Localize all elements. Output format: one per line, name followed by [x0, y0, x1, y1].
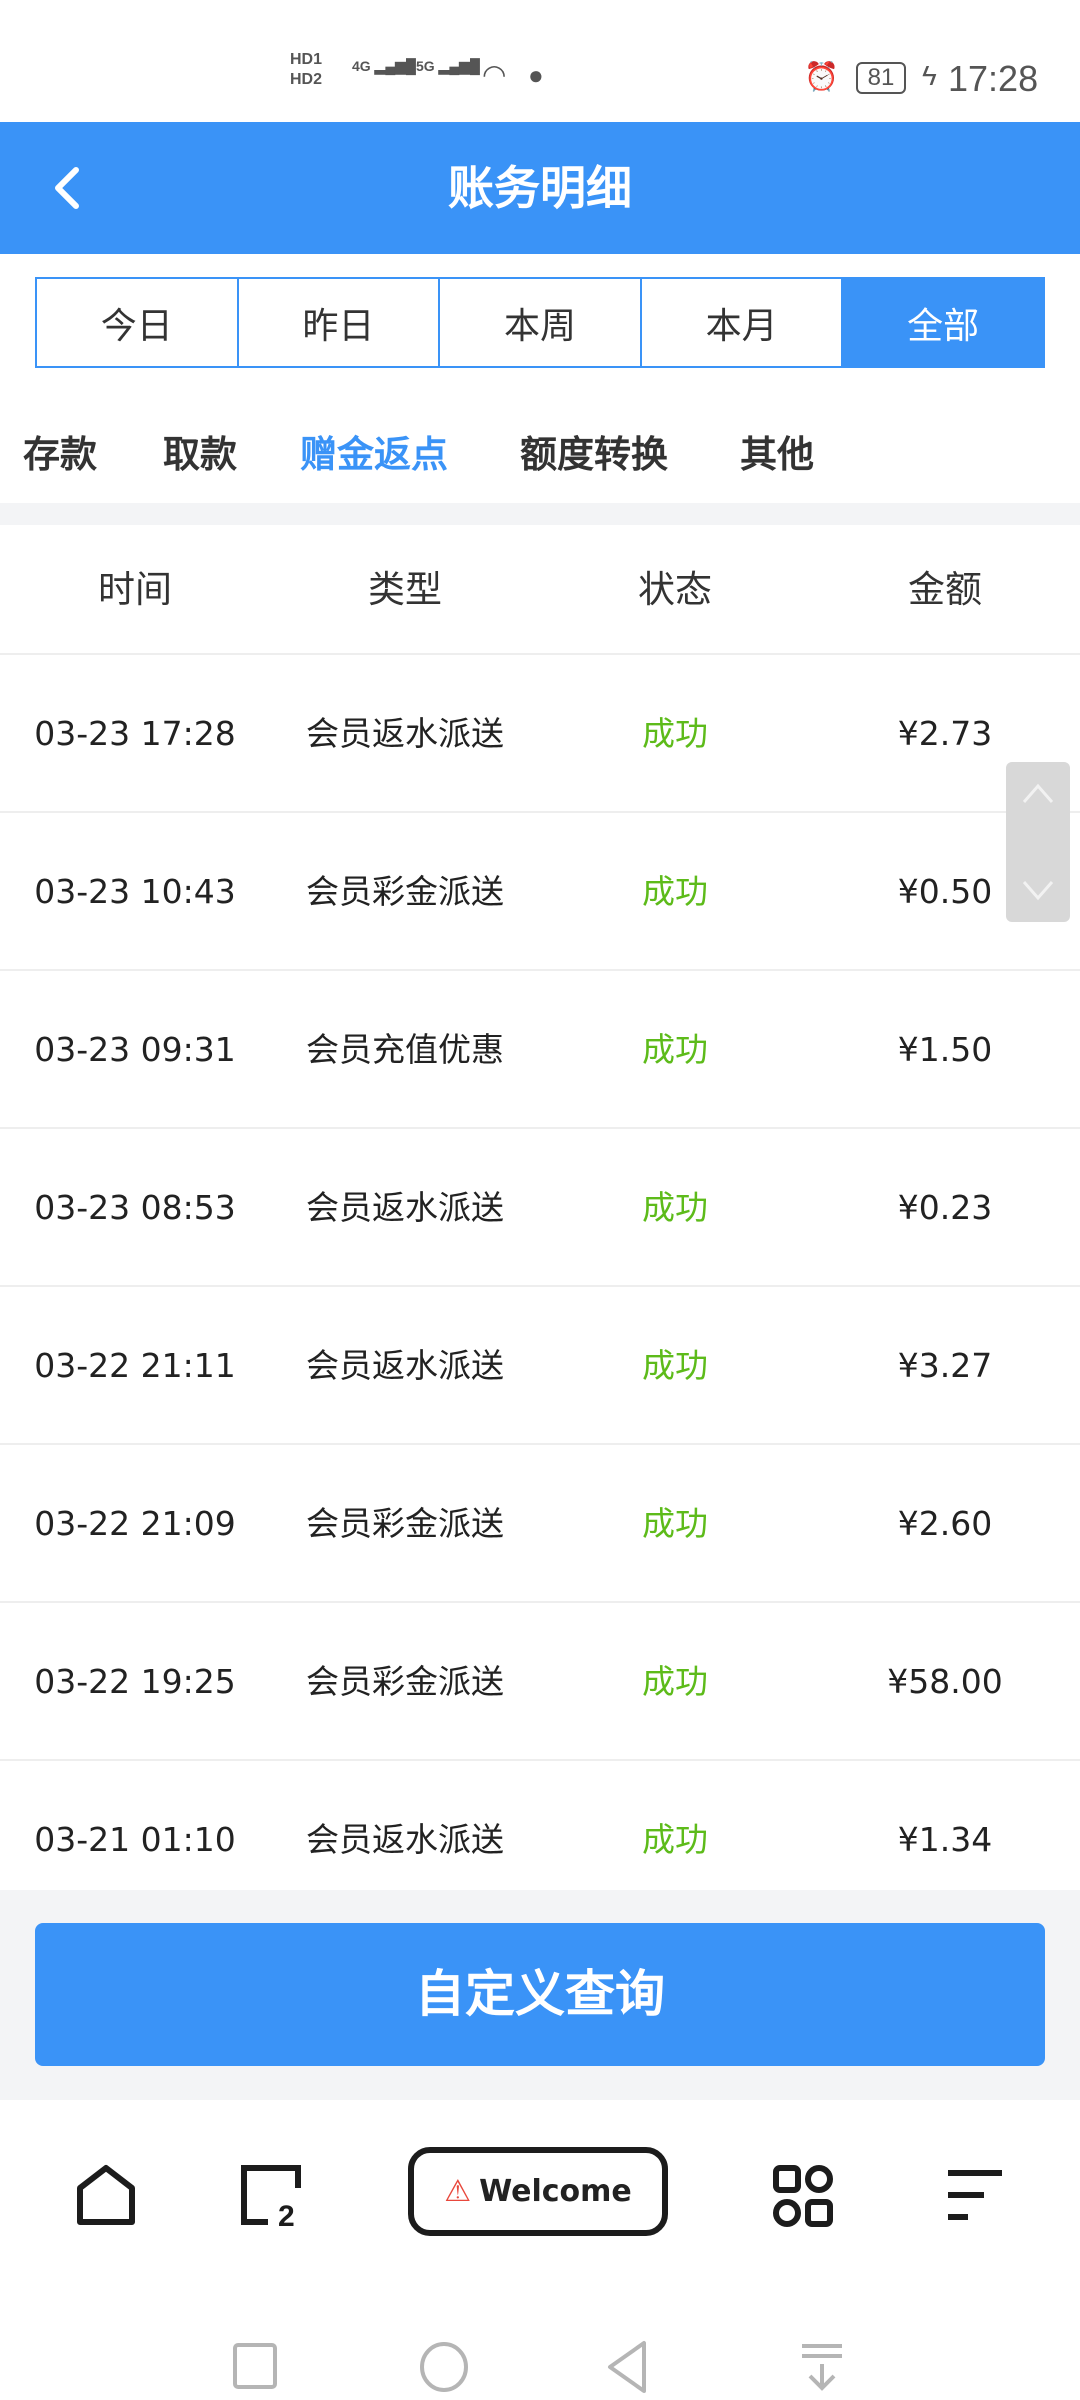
system-nav-bar	[0, 2260, 1080, 2400]
status-cell: 成功	[642, 1030, 708, 1069]
tab-other[interactable]: 其他	[740, 433, 814, 476]
notification-pulldown-icon[interactable]	[798, 2342, 846, 2392]
wifi-icon: ◠	[482, 59, 507, 90]
type-cell: 会员返水派送	[306, 1346, 504, 1385]
time-cell: 03-23 10:43	[34, 872, 236, 911]
status-cell: 成功	[642, 1346, 708, 1385]
alarm-icon: ⏰	[804, 61, 839, 92]
status-cell: 成功	[642, 1504, 708, 1543]
status-bar: HD1 HD2 4G ▂▄▆█ 5G ▂▄▆█ ◠ ● ⏰ 81 ϟ 17:28	[0, 0, 1080, 122]
amount-cell: ¥58.00	[887, 1662, 1003, 1701]
page-title: 账务明细	[448, 161, 632, 215]
tabs-icon[interactable]: 2	[240, 2164, 304, 2228]
back-icon[interactable]	[40, 158, 100, 218]
time-cell: 03-23 09:31	[34, 1030, 236, 1069]
tab-withdraw[interactable]: 取款	[163, 433, 237, 476]
type-cell: 会员返水派送	[306, 714, 504, 753]
type-cell: 会员返水派送	[306, 1188, 504, 1227]
table-row[interactable]: 03-23 10:43 会员彩金派送 成功 ¥0.50	[0, 813, 1080, 971]
clock: 17:28	[948, 58, 1039, 99]
amount-cell: ¥0.50	[897, 872, 993, 911]
column-type: 类型	[368, 568, 442, 611]
apps-icon[interactable]	[772, 2164, 836, 2228]
status-cell: 成功	[642, 1820, 708, 1859]
time-cell: 03-22 19:25	[34, 1662, 236, 1701]
table-row[interactable]: 03-21 01:10 会员返水派送 成功 ¥1.34	[0, 1761, 1080, 1890]
status-cell: 成功	[642, 1662, 708, 1701]
amount-cell: ¥0.23	[897, 1188, 993, 1227]
charging-icon: ϟ	[922, 60, 937, 91]
tab-this-month[interactable]: 本月	[642, 279, 844, 366]
type-cell: 会员彩金派送	[306, 872, 504, 911]
tab-bonus-rebate[interactable]: 赠金返点	[300, 433, 448, 476]
time-cell: 03-21 01:10	[34, 1820, 236, 1859]
warning-icon: ⚠	[444, 2174, 472, 2209]
divider	[0, 503, 1080, 525]
tab-all[interactable]: 全部	[843, 279, 1043, 366]
column-status: 状态	[638, 568, 712, 611]
type-cell: 会员彩金派送	[306, 1504, 504, 1543]
tab-today[interactable]: 今日	[37, 279, 239, 366]
signal-4g-icon: 4G ▂▄▆█	[352, 58, 416, 74]
type-cell: 会员彩金派送	[306, 1662, 504, 1701]
scroll-down-icon[interactable]	[1020, 872, 1056, 908]
status-cell: 成功	[642, 1188, 708, 1227]
tab-this-week[interactable]: 本周	[440, 279, 642, 366]
table-row[interactable]: 03-22 19:25 会员彩金派送 成功 ¥58.00	[0, 1603, 1080, 1761]
time-cell: 03-23 17:28	[34, 714, 236, 753]
amount-cell: ¥3.27	[897, 1346, 993, 1385]
table-row[interactable]: 03-23 17:28 会员返水派送 成功 ¥2.73	[0, 655, 1080, 813]
amount-cell: ¥2.73	[897, 714, 993, 753]
amount-cell: ¥1.34	[897, 1820, 993, 1859]
amount-cell: ¥2.60	[897, 1504, 993, 1543]
tab-count: 2	[278, 2200, 295, 2228]
column-time: 时间	[98, 568, 172, 611]
transaction-list[interactable]: 03-23 17:28 会员返水派送 成功 ¥2.73 03-23 10:43 会员彩金派…	[0, 655, 1080, 1890]
time-cell: 03-22 21:09	[34, 1504, 236, 1543]
home-circle-icon[interactable]	[418, 2340, 470, 2394]
time-cell: 03-22 21:11	[34, 1346, 236, 1385]
type-cell: 会员返水派送	[306, 1820, 504, 1859]
signal-5g-icon: 5G ▂▄▆█	[416, 58, 480, 74]
welcome-button[interactable]: ⚠ Welcome	[408, 2147, 668, 2236]
sim-icon: HD1 HD2	[290, 51, 323, 88]
recents-icon[interactable]	[232, 2342, 280, 2392]
status-cell: 成功	[642, 872, 708, 911]
table-header: 时间 类型 状态 金额	[0, 525, 1080, 655]
amount-cell: ¥1.50	[897, 1030, 993, 1069]
time-cell: 03-23 08:53	[34, 1188, 236, 1227]
date-filter-tabs: 今日 昨日 本周 本月 全部	[35, 277, 1045, 368]
tab-deposit[interactable]: 存款	[23, 433, 97, 476]
battery-icon: 81	[856, 62, 906, 94]
table-row[interactable]: 03-23 08:53 会员返水派送 成功 ¥0.23	[0, 1129, 1080, 1287]
welcome-label: Welcome	[479, 2174, 632, 2209]
browser-bottom-nav: 2 ⚠ Welcome	[0, 2100, 1080, 2260]
tab-yesterday[interactable]: 昨日	[239, 279, 441, 366]
scroll-up-icon[interactable]	[1020, 776, 1056, 812]
category-tabs: 存款 取款 赠金返点 额度转换 其他	[0, 420, 1080, 490]
back-triangle-icon[interactable]	[606, 2340, 650, 2394]
custom-query-button[interactable]: 自定义查询	[35, 1923, 1045, 2066]
home-icon[interactable]	[74, 2164, 138, 2228]
table-row[interactable]: 03-22 21:11 会员返水派送 成功 ¥3.27	[0, 1287, 1080, 1445]
table-row[interactable]: 03-23 09:31 会员充值优惠 成功 ¥1.50	[0, 971, 1080, 1129]
scroll-buttons[interactable]	[1006, 762, 1070, 922]
table-row[interactable]: 03-22 21:09 会员彩金派送 成功 ¥2.60	[0, 1445, 1080, 1603]
header: 账务明细	[0, 122, 1080, 254]
menu-icon[interactable]	[944, 2164, 1004, 2228]
type-cell: 会员充值优惠	[306, 1030, 504, 1069]
wechat-icon: ●	[528, 60, 544, 90]
status-cell: 成功	[642, 714, 708, 753]
tab-credit-transfer[interactable]: 额度转换	[520, 433, 668, 476]
column-amount: 金额	[908, 568, 982, 611]
